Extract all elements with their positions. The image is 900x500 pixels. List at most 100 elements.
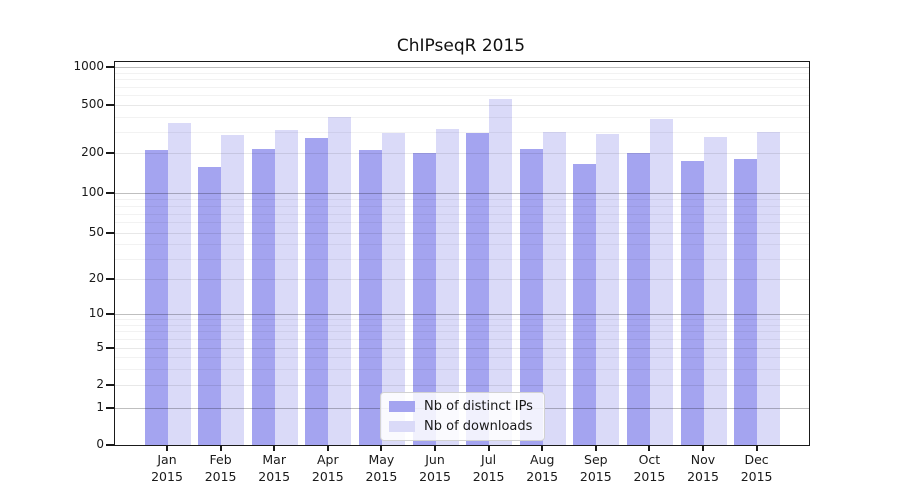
legend-label-distinct-ips: Nb of distinct IPs: [424, 399, 533, 414]
legend: Nb of distinct IPs Nb of downloads: [380, 392, 545, 441]
gridline-major: [115, 67, 809, 68]
gridline-minor: [115, 331, 809, 333]
bar-nov-downloads: [703, 137, 727, 445]
x-tick-label: Dec 2015: [729, 451, 785, 485]
bar-nov-distinct-ips: [680, 160, 704, 445]
x-tick: [380, 445, 383, 451]
y-tick: [106, 278, 114, 280]
gridline-minor: [115, 319, 809, 321]
bar-dec-distinct-ips: [734, 159, 758, 445]
x-label-year: 2015: [204, 469, 237, 484]
gridline-minor: [115, 79, 809, 81]
gridline-minor: [115, 357, 809, 358]
x-tick: [326, 445, 329, 451]
x-label-year: 2015: [151, 469, 183, 484]
x-label-year: 2015: [633, 469, 666, 484]
y-tick-label: 20: [88, 271, 104, 285]
x-tick-label: Jul 2015: [461, 451, 517, 485]
bar-mar-downloads: [274, 130, 298, 445]
gridline: [115, 348, 809, 349]
x-label-year: 2015: [526, 469, 559, 484]
gridline-minor: [115, 131, 809, 133]
gridline-minor: [115, 205, 809, 207]
gridline-minor: [115, 213, 809, 215]
x-label-month: Dec: [744, 452, 769, 467]
y-tick: [106, 104, 114, 106]
bar-sep-distinct-ips: [573, 164, 597, 445]
bar-mar-distinct-ips: [251, 149, 275, 445]
gridline-minor: [115, 95, 809, 96]
x-label-month: Aug: [529, 452, 555, 467]
gridline-minor: [115, 86, 809, 88]
gridline-minor: [115, 368, 809, 370]
bar-jun-distinct-ips: [412, 153, 436, 445]
bar-jan-distinct-ips: [144, 150, 168, 445]
y-tick-label: 200: [81, 145, 104, 159]
bar-aug-distinct-ips: [519, 149, 543, 445]
x-label-month: Apr: [316, 452, 339, 467]
y-tick-label: 10: [88, 306, 104, 320]
x-tick: [166, 445, 168, 451]
bar-jul-distinct-ips: [466, 133, 490, 445]
gridline-minor: [115, 244, 809, 246]
gridline: [115, 105, 809, 106]
x-label-month: Nov: [690, 452, 716, 467]
gridline-minor: [115, 116, 809, 118]
bar-feb-distinct-ips: [198, 166, 222, 445]
y-tick: [106, 313, 114, 315]
bar-may-downloads: [381, 133, 405, 445]
x-tick-label: Jun 2015: [407, 451, 463, 485]
y-tick: [106, 384, 114, 386]
y-tick-label: 0: [96, 437, 104, 451]
y-tick: [106, 192, 114, 194]
x-label-year: 2015: [740, 469, 773, 484]
gridline: [115, 385, 809, 386]
y-tick-label: 500: [81, 97, 104, 111]
x-label-month: Feb: [209, 452, 232, 467]
x-label-month: Jun: [425, 452, 445, 467]
y-tick-label: 1: [96, 400, 104, 414]
bar-jun-downloads: [435, 129, 459, 445]
chart-title: ChIPseqR 2015: [396, 36, 526, 56]
y-tick: [106, 152, 114, 154]
gridline-major: [115, 193, 809, 194]
x-label-year: 2015: [311, 469, 344, 484]
y-tick-label: 1000: [73, 59, 104, 73]
x-label-month: Jul: [481, 452, 497, 467]
bar-apr-distinct-ips: [305, 138, 329, 445]
x-label-year: 2015: [687, 469, 719, 484]
y-tick: [106, 347, 114, 349]
gridline-major: [115, 314, 809, 315]
x-tick: [702, 445, 704, 451]
bar-sep-downloads: [596, 133, 620, 445]
legend-label-downloads: Nb of downloads: [424, 419, 533, 434]
x-tick-label: Nov 2015: [675, 451, 731, 485]
plot-area: [114, 61, 810, 446]
bar-apr-downloads: [328, 116, 352, 445]
y-tick-label: 50: [88, 225, 104, 239]
y-tick-label: 100: [81, 185, 104, 199]
x-tick: [273, 445, 276, 451]
x-tick-label: Aug 2015: [514, 451, 570, 485]
x-label-month: Jan: [157, 452, 177, 467]
gridline-minor: [115, 324, 809, 326]
x-label-month: Sep: [584, 452, 608, 467]
legend-swatch-downloads: [389, 421, 415, 432]
x-tick-label: May 2015: [353, 451, 409, 485]
y-tick: [106, 444, 114, 446]
x-tick: [487, 445, 490, 451]
gridline-minor: [115, 199, 809, 201]
y-tick: [106, 66, 114, 68]
bar-oct-distinct-ips: [626, 153, 650, 445]
gridline-minor: [115, 72, 809, 74]
x-tick-label: Sep 2015: [568, 451, 624, 485]
x-label-year: 2015: [365, 469, 398, 484]
x-label-year: 2015: [258, 469, 291, 484]
x-tick: [434, 445, 436, 451]
x-tick: [219, 445, 222, 451]
y-tick: [106, 407, 114, 409]
gridline-minor: [115, 339, 809, 341]
y-tick-label: 2: [96, 377, 104, 391]
x-tick-label: Mar 2015: [246, 451, 302, 485]
